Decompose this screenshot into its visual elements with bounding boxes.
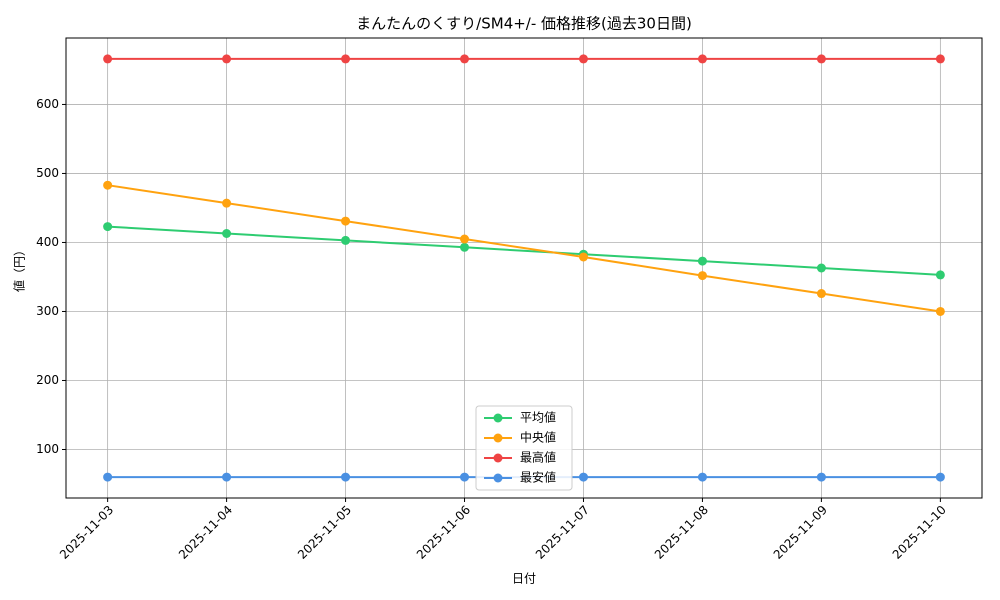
series-line bbox=[107, 225, 941, 276]
y-tick-label: 600 bbox=[36, 97, 59, 111]
chart-title: まんたんのくすり/SM4+/- 価格推移(過去30日間) bbox=[356, 15, 692, 33]
point bbox=[816, 472, 826, 482]
x-axis-label: 日付 bbox=[512, 572, 536, 586]
point bbox=[935, 472, 945, 482]
point bbox=[460, 242, 470, 252]
y-tick-label: 200 bbox=[36, 373, 59, 387]
point bbox=[222, 54, 232, 64]
series-line bbox=[107, 184, 941, 313]
legend-label: 平均値 bbox=[520, 410, 556, 425]
point bbox=[341, 235, 351, 245]
y-axis-label: 値（円） bbox=[12, 244, 27, 292]
legend-box bbox=[475, 405, 573, 491]
point bbox=[697, 472, 707, 482]
y-tick-label: 400 bbox=[36, 235, 59, 249]
y-tick-label: 100 bbox=[36, 442, 59, 456]
point bbox=[341, 216, 351, 226]
point bbox=[816, 289, 826, 299]
legend-label: 最高値 bbox=[520, 450, 556, 465]
point bbox=[697, 256, 707, 266]
point bbox=[460, 472, 470, 482]
point bbox=[816, 263, 826, 273]
plot-frame bbox=[65, 37, 983, 499]
legend-marker bbox=[493, 413, 503, 423]
point bbox=[222, 472, 232, 482]
point bbox=[103, 54, 113, 64]
point bbox=[460, 234, 470, 244]
point bbox=[222, 198, 232, 208]
point bbox=[103, 180, 113, 190]
y-tick-label: 500 bbox=[36, 166, 59, 180]
legend-label: 中央値 bbox=[520, 430, 556, 445]
point bbox=[697, 54, 707, 64]
point bbox=[341, 54, 351, 64]
point bbox=[697, 271, 707, 281]
point bbox=[935, 270, 945, 280]
point bbox=[341, 472, 351, 482]
point bbox=[222, 228, 232, 238]
point bbox=[816, 54, 826, 64]
legend-marker bbox=[493, 433, 503, 443]
y-tick-label: 300 bbox=[36, 304, 59, 318]
point bbox=[578, 252, 588, 262]
point bbox=[460, 54, 470, 64]
point bbox=[578, 54, 588, 64]
point bbox=[935, 54, 945, 64]
point bbox=[103, 222, 113, 232]
legend-marker bbox=[493, 473, 503, 483]
point bbox=[935, 306, 945, 316]
legend-marker bbox=[493, 453, 503, 463]
point bbox=[578, 472, 588, 482]
legend-label: 最安値 bbox=[520, 470, 556, 485]
point bbox=[103, 472, 113, 482]
